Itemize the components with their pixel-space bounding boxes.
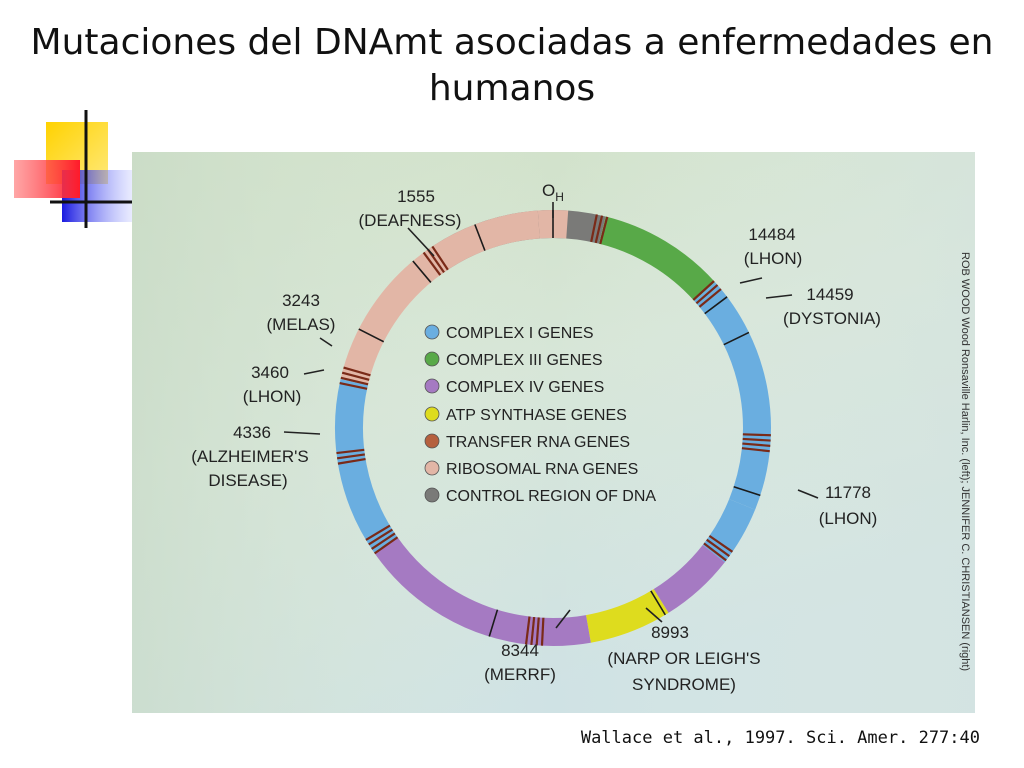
mutation-4336-number: 4336 (233, 423, 271, 442)
mutation-tick (704, 296, 728, 315)
mutation-tick (733, 485, 761, 497)
mutation-1555-number: 1555 (397, 187, 435, 206)
decorative-squares (0, 0, 140, 240)
legend-label-complex-iv: COMPLEX IV GENES (446, 379, 604, 396)
mutation-tick (723, 331, 750, 346)
mutation-8344-number: 8344 (501, 641, 539, 660)
legend-item-complex-i: COMPLEX I GENES (424, 324, 594, 342)
origin-label-text: O (542, 181, 555, 200)
mutation-tick (358, 328, 385, 343)
legend-label-transfer-rna: TRANSFER RNA GENES (446, 434, 630, 451)
mutation-8993-disease-2: SYNDROME) (632, 675, 736, 694)
trna-band (741, 433, 771, 453)
mutation-3460-disease: (LHON) (243, 387, 302, 406)
complex-iii-segment (598, 216, 716, 302)
mutation-14484-disease: (LHON) (744, 249, 803, 268)
ribosomal-rna-segment-16s (340, 251, 442, 386)
trna-band (524, 616, 545, 646)
legend-label-complex-iii: COMPLEX III GENES (446, 352, 602, 369)
slide-title: Mutaciones del DNAmt asociadas a enferme… (0, 20, 1024, 112)
legend-item-complex-iii: COMPLEX III GENES (424, 351, 602, 369)
mutation-1555-disease: (DEAFNESS) (359, 211, 462, 230)
legend-item-ribosomal-rna: RIBOSOMAL RNA GENES (424, 460, 638, 478)
title-line-2: humanos (428, 68, 596, 109)
complex-i-segment-left (335, 378, 398, 554)
mutation-4336-disease-2: DISEASE) (208, 471, 287, 490)
legend-item-complex-iv: COMPLEX IV GENES (424, 378, 604, 396)
complex-i-segment-right (694, 282, 771, 510)
mutation-14459-disease: (DYSTONIA) (783, 309, 881, 328)
legend-label-control-region: CONTROL REGION OF DNA (446, 488, 656, 505)
atp-synthase-segment (585, 588, 669, 643)
origin-label-subscript: H (555, 190, 564, 204)
red-square (14, 160, 80, 198)
mutation-4336-disease: (ALZHEIMER'S (191, 447, 309, 466)
trna-band (692, 280, 722, 308)
trna-band (703, 534, 734, 562)
trna-band (590, 214, 609, 245)
figure-credit: ROB WOOD Wood Ronsaville Harlin, Inc. (l… (959, 252, 971, 671)
ribosomal-rna-segment-12s (424, 210, 541, 275)
title-line-1: Mutaciones del DNAmt asociadas a enferme… (30, 22, 994, 63)
mutation-14484-number: 14484 (748, 225, 795, 244)
trna-band (339, 366, 371, 390)
mtdna-diagram: OH 1555 (DEAFNESS) 14484 (LHON) 14459 (D… (132, 152, 975, 713)
pointer-lines (283, 202, 819, 629)
mutation-8344-disease: (MERRF) (484, 665, 556, 684)
mutation-tick (412, 260, 432, 283)
legend: COMPLEX I GENES COMPLEX III GENES COMPLE… (424, 324, 656, 505)
mutation-tick (488, 609, 499, 637)
complex-iv-segment-left (374, 536, 534, 645)
legend-label-ribosomal-rna: RIBOSOMAL RNA GENES (446, 461, 638, 478)
mutation-11778-disease: (LHON) (819, 509, 878, 528)
mutation-8993-number: 8993 (651, 623, 689, 642)
mtdna-ring (335, 210, 771, 646)
mutation-3243-disease: (MELAS) (267, 315, 336, 334)
legend-item-control-region: CONTROL REGION OF DNA (424, 487, 656, 505)
mutation-11778-number: 11778 (825, 483, 871, 502)
citation: Wallace et al., 1997. Sci. Amer. 277:40 (580, 728, 980, 748)
mutation-tick (650, 590, 666, 616)
mutation-14459-number: 14459 (806, 285, 853, 304)
mutation-8993-disease: (NARP OR LEIGH'S (607, 649, 760, 668)
legend-label-atp-synthase: ATP SYNTHASE GENES (446, 407, 627, 424)
trna-band (336, 448, 366, 465)
legend-item-transfer-rna: TRANSFER RNA GENES (424, 433, 630, 451)
legend-item-atp-synthase: ATP SYNTHASE GENES (424, 406, 627, 424)
mutation-labels: 1555 (DEAFNESS) 14484 (LHON) 14459 (DYST… (191, 187, 881, 694)
complex-iv-segment-bottom (530, 615, 591, 646)
trna-band (365, 524, 399, 555)
complex-iv-segment-right (653, 544, 725, 613)
mutation-3460-number: 3460 (251, 363, 289, 382)
mutation-3243-number: 3243 (282, 291, 320, 310)
legend-label-complex-i: COMPLEX I GENES (446, 325, 594, 342)
origin-label: OH (542, 181, 564, 204)
mutation-tick (474, 224, 486, 251)
